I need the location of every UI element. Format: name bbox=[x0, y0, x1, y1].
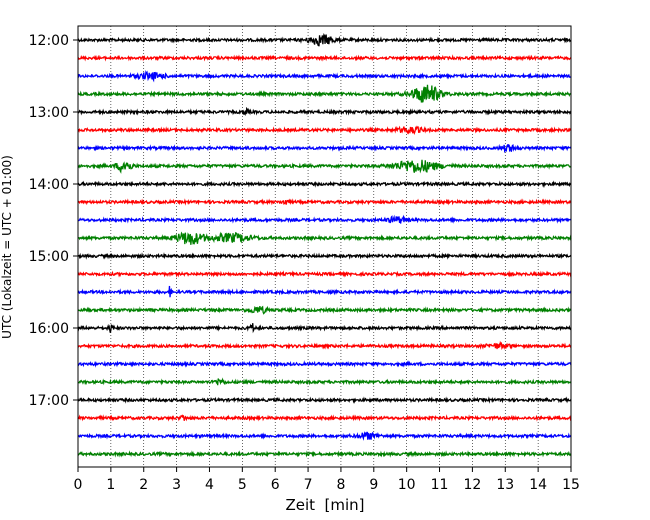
trace-line bbox=[77, 430, 572, 441]
x-tick-label: 3 bbox=[172, 477, 181, 493]
trace-line bbox=[77, 305, 572, 315]
x-tick-label: 6 bbox=[271, 477, 280, 493]
x-tick-label: 13 bbox=[496, 477, 514, 493]
y-tick-label: 16:00 bbox=[29, 321, 69, 337]
x-tick-label: 7 bbox=[304, 477, 313, 493]
trace-line bbox=[77, 198, 572, 206]
trace-line bbox=[77, 270, 572, 278]
x-axis-label: Zeit [min] bbox=[285, 496, 364, 514]
x-tick-label: 9 bbox=[369, 477, 378, 493]
y-tick-label: 15:00 bbox=[29, 249, 69, 265]
x-tick-label: 5 bbox=[238, 477, 247, 493]
trace-line bbox=[77, 159, 572, 174]
trace-line bbox=[77, 125, 572, 136]
trace-line bbox=[77, 84, 572, 103]
y-tick-label: 17:00 bbox=[29, 393, 69, 409]
y-tick-label: 14:00 bbox=[29, 177, 69, 193]
trace-line bbox=[77, 323, 572, 334]
x-tick-label: 1 bbox=[106, 477, 115, 493]
x-tick-label: 8 bbox=[336, 477, 345, 493]
y-axis: 12:00 13:00 14:00 15:00 16:00 17:00 bbox=[29, 33, 78, 409]
trace-line bbox=[77, 70, 572, 83]
x-axis: 0 1 2 3 4 5 6 7 8 9 10 11 12 13 14 15 bbox=[74, 467, 580, 493]
x-tick-label: 11 bbox=[431, 477, 449, 493]
x-tick-label: 14 bbox=[529, 477, 547, 493]
x-tick-label: 10 bbox=[398, 477, 416, 493]
trace-line bbox=[77, 414, 572, 422]
trace-line bbox=[77, 143, 572, 154]
trace-line bbox=[77, 252, 572, 260]
plot-frame bbox=[77, 25, 572, 468]
y-axis-label: UTC (Lokalzeit = UTC + 01:00) bbox=[0, 155, 14, 339]
trace-line bbox=[77, 180, 572, 188]
trace-line bbox=[77, 214, 572, 224]
trace-group bbox=[77, 32, 572, 458]
trace-line bbox=[77, 231, 572, 245]
trace-line bbox=[77, 32, 572, 47]
trace-line bbox=[77, 377, 572, 386]
trace-line bbox=[77, 285, 572, 298]
y-tick-label: 12:00 bbox=[29, 33, 69, 49]
trace-line bbox=[77, 54, 572, 62]
trace-line bbox=[77, 450, 572, 458]
x-tick-label: 12 bbox=[463, 477, 481, 493]
trace-line bbox=[77, 340, 572, 351]
x-tick-label: 15 bbox=[562, 477, 580, 493]
y-tick-label: 13:00 bbox=[29, 105, 69, 121]
trace-line bbox=[77, 396, 572, 404]
x-tick-label: 2 bbox=[139, 477, 148, 493]
x-tick-label: 0 bbox=[74, 477, 83, 493]
trace-line bbox=[77, 360, 572, 368]
trace-line bbox=[77, 106, 572, 116]
x-tick-label: 4 bbox=[205, 477, 214, 493]
